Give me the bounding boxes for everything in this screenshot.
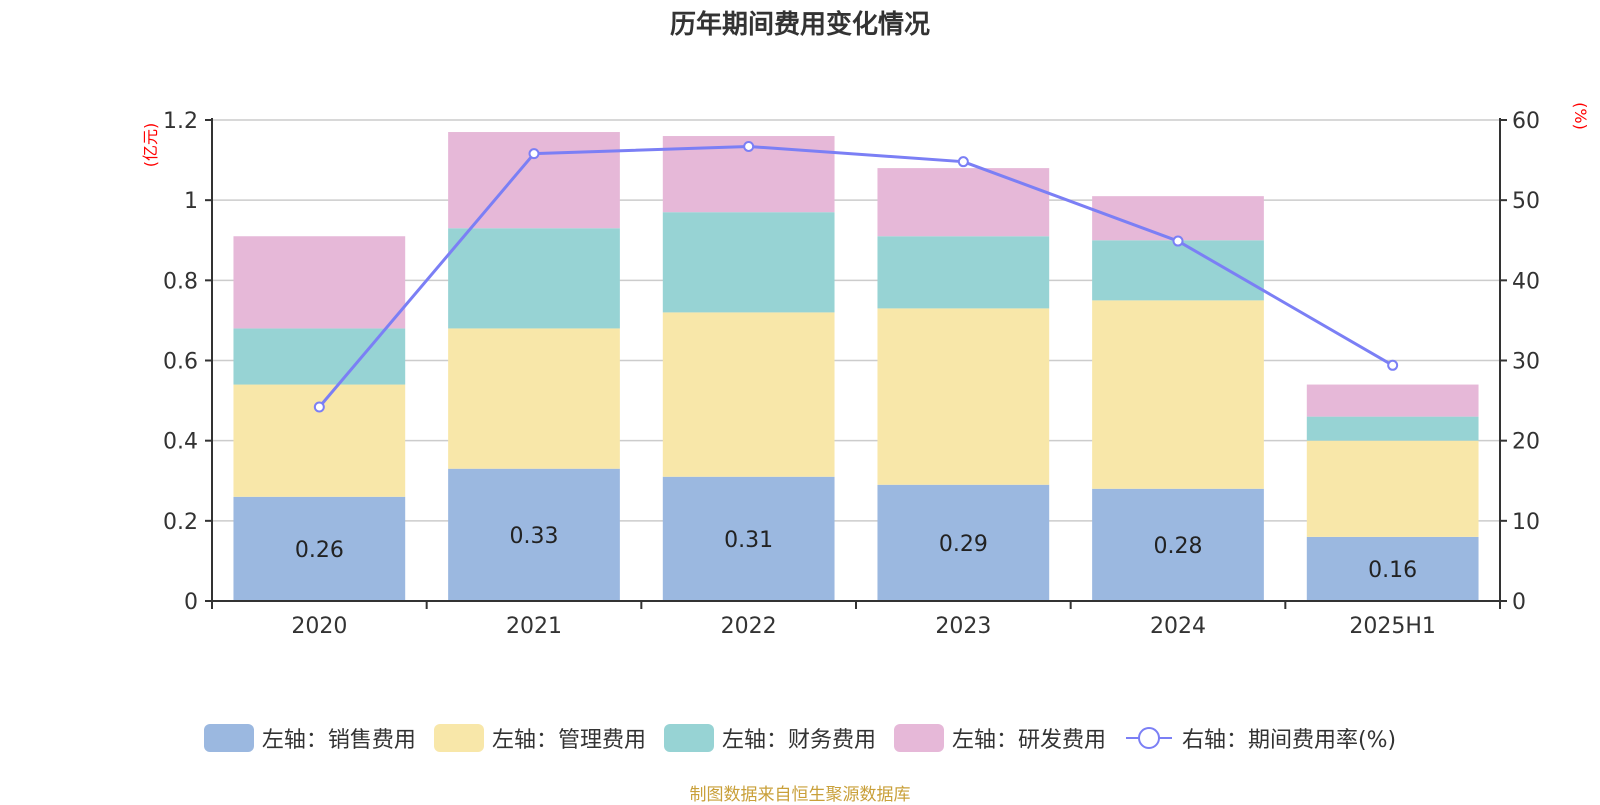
line-series: [313, 140, 1399, 413]
y-right-tick-label: 50: [1512, 189, 1540, 214]
bar-segment: [233, 496, 406, 601]
y-axis-right-label: (%): [1571, 102, 1590, 130]
bar-data-label: 0.26: [295, 538, 344, 563]
bar-segment: [448, 328, 620, 469]
x-tick-label: 2021: [506, 614, 562, 639]
y-right-tick-label: 40: [1512, 269, 1540, 294]
y-left-tick-label: 0: [184, 590, 198, 615]
x-tick-label: 2025H1: [1349, 614, 1436, 639]
bar-segment: [877, 484, 1050, 601]
legend-label: 左轴：销售费用: [261, 728, 416, 753]
y-right-tick-label: 10: [1512, 510, 1540, 535]
legend-swatch-admin: [433, 724, 484, 752]
bar-segment: [233, 384, 406, 497]
legend-swatch-sales: [203, 724, 254, 752]
legend-item-finance[interactable]: 左轴：财务费用: [663, 722, 876, 754]
y-axis-left-label: (亿元): [141, 123, 160, 168]
bar-segment: [877, 168, 1050, 237]
y-right-tick-label: 0: [1512, 590, 1526, 615]
legend-label: 左轴：财务费用: [721, 728, 876, 753]
bar-segment: [1306, 384, 1479, 417]
bar-data-label: 0.16: [1368, 558, 1417, 583]
bar-segment: [1306, 536, 1479, 601]
bar-data-label: 0.31: [724, 528, 773, 553]
x-tick-label: 2024: [1150, 614, 1206, 639]
y-left-tick-label: 1: [184, 189, 198, 214]
y-right-tick-label: 20: [1512, 430, 1540, 455]
y-right-tick-label: 60: [1512, 109, 1540, 134]
bar-segment: [1306, 416, 1479, 441]
legend-item-admin[interactable]: 左轴：管理费用: [433, 722, 646, 754]
bar-segment: [662, 476, 835, 601]
y-left-tick-label: 0.6: [163, 350, 198, 375]
bar-segment: [1092, 300, 1264, 489]
bar-segment: [662, 212, 835, 313]
bar-data-label: 0.29: [939, 532, 988, 557]
legend-label: 左轴：管理费用: [491, 728, 646, 753]
legend-swatch-rnd: [893, 724, 944, 752]
bar-segment: [448, 228, 620, 329]
bar-segment: [1306, 440, 1479, 537]
bar-segment: [1092, 488, 1264, 601]
axes: 0 0.2 0.4 0.6 0.8 1 1.2 0 10 20 30 40 50 60 2020 2021 20…: [163, 109, 1540, 639]
y-left-tick-label: 0.4: [163, 430, 198, 455]
legend-item-expense-rate[interactable]: 右轴：期间费用率(%): [1124, 722, 1396, 754]
legend-item-sales[interactable]: 左轴：销售费用: [203, 722, 416, 754]
x-tick-label: 2022: [721, 614, 777, 639]
bar-segment: [877, 236, 1050, 309]
legend-swatch-finance: [663, 724, 714, 752]
bar-segment: [877, 308, 1050, 485]
legend-label: 左轴：研发费用: [951, 728, 1106, 753]
y-right-tick-label: 30: [1512, 350, 1540, 375]
line-point: [528, 148, 540, 160]
y-left-tick-label: 0.2: [163, 510, 198, 535]
legend-item-rnd[interactable]: 左轴：研发费用: [893, 722, 1106, 754]
bar-segment: [448, 468, 620, 601]
legend-label: 右轴：期间费用率(%): [1181, 728, 1397, 753]
line-point: [1387, 359, 1399, 371]
line-point: [743, 140, 755, 152]
x-tick-label: 2023: [935, 614, 991, 639]
bar-data-label: 0.33: [510, 524, 559, 549]
bar-data-label: 0.28: [1154, 534, 1203, 559]
bar-segment: [233, 236, 406, 329]
bar-segment: [662, 312, 835, 477]
bar-data-labels: 0.26 0.33 0.31 0.29 0.28 0.16: [295, 524, 1417, 583]
line-circle-icon: [1124, 724, 1174, 752]
y-left-tick-label: 0.8: [163, 269, 198, 294]
source-note: 制图数据来自恒生聚源数据库: [689, 785, 911, 805]
expense-rate-line: [318, 144, 1394, 408]
bar-segment: [1092, 240, 1264, 301]
bar-segment: [1092, 196, 1264, 241]
bar-segment: [448, 132, 620, 229]
line-point: [313, 401, 325, 413]
chart-title: 历年期间费用变化情况: [669, 10, 930, 40]
x-tick-label: 2020: [291, 614, 347, 639]
line-point: [957, 156, 969, 168]
line-point: [1172, 235, 1184, 247]
bar-series: [233, 132, 1479, 601]
legend: 左轴：销售费用 左轴：管理费用 左轴：财务费用 左轴：研发费用 右轴：期间费用率…: [0, 722, 1600, 754]
y-left-tick-label: 1.2: [163, 109, 198, 134]
